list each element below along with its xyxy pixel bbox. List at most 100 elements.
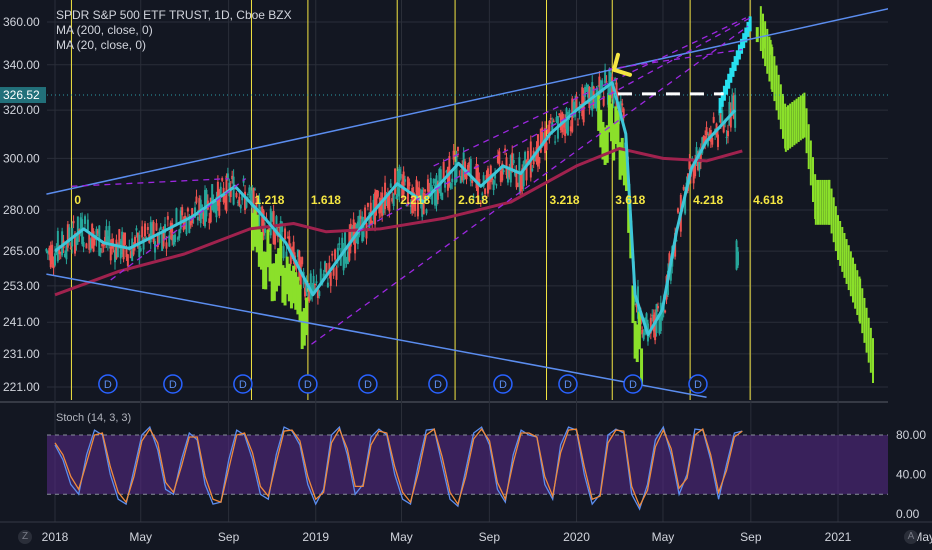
candle-body [719, 114, 722, 123]
candle-body [174, 234, 177, 243]
dividend-circle[interactable] [163, 374, 183, 394]
candle-body [499, 170, 502, 183]
dividend-circle[interactable] [623, 374, 643, 394]
candle-body [291, 247, 294, 254]
dividend-marker[interactable]: D [558, 374, 578, 394]
drawings[interactable] [46, 6, 894, 398]
candle-body [619, 101, 622, 115]
candle-body [129, 251, 132, 259]
candle-body [189, 221, 192, 226]
candle-body [531, 168, 534, 172]
dividend-marker[interactable]: D [163, 374, 183, 394]
dividend-circle[interactable] [688, 374, 708, 394]
candle-body [364, 207, 367, 224]
candle-body [151, 223, 154, 239]
candle-body [315, 281, 318, 283]
price-axis-bg[interactable] [888, 0, 932, 522]
candle-body [312, 276, 315, 295]
dividend-marker[interactable]: D [493, 374, 513, 394]
candle-body [248, 187, 251, 194]
candle-body [66, 224, 69, 248]
candle-body [502, 170, 505, 173]
dividend-circle[interactable] [233, 374, 253, 394]
candle-body [492, 180, 495, 191]
dividend-marker[interactable]: D [428, 374, 448, 394]
fib-time-label: 1.618 [311, 193, 341, 207]
candle-body [368, 212, 371, 230]
candle-body [659, 302, 662, 331]
dividend-marker[interactable]: D [98, 374, 118, 394]
time-axis[interactable]: 2018MaySep2019MaySep2020MaySep2021May [0, 521, 932, 544]
candle-body [548, 120, 551, 139]
channel-line[interactable] [433, 17, 747, 167]
candle-body [459, 176, 462, 184]
candle-body [119, 240, 122, 259]
candle-body [546, 129, 549, 134]
channel-line[interactable] [71, 177, 229, 187]
candle-body [328, 262, 331, 272]
dividend-marker[interactable]: D [298, 374, 318, 394]
candle-body [656, 306, 659, 309]
dividend-letter: D [694, 379, 702, 391]
ma20-legend[interactable]: MA (20, close, 0) [56, 38, 147, 52]
candle-body [424, 189, 427, 192]
candle-body [584, 86, 587, 97]
auto-scale-button[interactable]: A [904, 530, 918, 544]
dividend-marker[interactable]: D [623, 374, 643, 394]
channel-line[interactable] [608, 48, 743, 70]
candle-body [124, 232, 127, 245]
candle-body [49, 245, 52, 268]
candle-body [325, 263, 328, 272]
dividend-circle[interactable] [98, 374, 118, 394]
candle-body [432, 179, 435, 184]
candle-body [378, 204, 381, 214]
stoch-legend[interactable]: Stoch (14, 3, 3) [56, 412, 132, 424]
candle-body [304, 287, 307, 297]
candle-body [441, 192, 444, 200]
price-axis[interactable]: 360.00 340.00 320.00 300.00 280.00 265.00 253.… [0, 0, 932, 522]
dividend-letter: D [434, 379, 442, 391]
candle-body [155, 223, 158, 231]
z-button[interactable]: Z [18, 530, 32, 544]
channel-line[interactable] [110, 178, 247, 281]
candle-body [292, 241, 295, 262]
candle-body [594, 98, 597, 109]
dividend-circle[interactable] [428, 374, 448, 394]
current-price-tag[interactable] [0, 87, 46, 104]
dividend-marker[interactable]: D [358, 374, 378, 394]
channel-line[interactable] [357, 17, 751, 233]
candle-body [329, 272, 332, 286]
candle-body [479, 202, 482, 204]
dividend-marker[interactable]: D [233, 374, 253, 394]
candle-body [254, 189, 257, 191]
candle-body [481, 193, 484, 195]
time-tick-label: 2020 [563, 530, 590, 544]
channel-line[interactable] [311, 25, 749, 345]
symbol-title[interactable]: SPDR S&P 500 ETF TRUST, 1D, Cboe BZX [56, 8, 292, 22]
candle-body [574, 101, 577, 117]
candle-body [125, 248, 128, 258]
candle-body [51, 244, 54, 265]
candle-body [694, 160, 697, 177]
dividend-marker[interactable]: D [688, 374, 708, 394]
candle-body [382, 203, 385, 214]
price-tick-label: 221.00 [3, 380, 40, 394]
candle-body [48, 247, 51, 255]
candle-body [95, 228, 98, 240]
candle-body [728, 102, 731, 126]
checkmark-drawing[interactable] [612, 52, 632, 77]
trendline[interactable] [46, 273, 707, 398]
trendline[interactable] [46, 6, 894, 195]
dividend-circle[interactable] [358, 374, 378, 394]
dividend-circle[interactable] [493, 374, 513, 394]
candle-body [682, 186, 685, 190]
candle-body [391, 198, 394, 202]
candle-body [568, 110, 571, 117]
dividend-circle[interactable] [558, 374, 578, 394]
fib-time-label: 4.618 [753, 193, 783, 207]
stoch-d-line [54, 427, 743, 508]
dividend-circle[interactable] [298, 374, 318, 394]
ma200-legend[interactable]: MA (200, close, 0) [56, 23, 153, 37]
